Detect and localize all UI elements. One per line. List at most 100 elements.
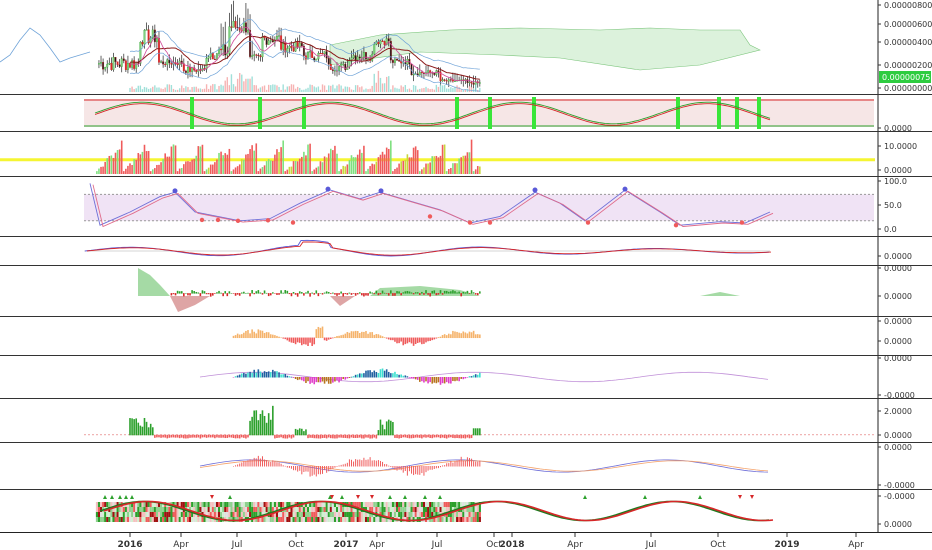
- area-hist-bar: [431, 290, 434, 294]
- heatmap-cell: [294, 512, 297, 517]
- heatmap-cell: [263, 517, 266, 522]
- cyan-hist-bar: [419, 377, 421, 382]
- heatmap-cell: [280, 502, 283, 507]
- volume-osc-bar: [350, 434, 353, 438]
- orange-hist-bar: [317, 326, 320, 339]
- heatmap-cell: [205, 502, 208, 507]
- count-bar: [433, 156, 436, 174]
- orange-hist-bar: [238, 334, 241, 339]
- candle: [182, 63, 185, 72]
- volume-bar: [247, 78, 249, 92]
- count-bar: [212, 164, 214, 174]
- count-bar: [263, 165, 266, 174]
- orange-hist-bar: [447, 333, 450, 339]
- heatmap-cell: [205, 507, 208, 512]
- heatmap-cell: [315, 517, 318, 522]
- heatmap-cell: [114, 502, 117, 507]
- heatmap-cell: [309, 512, 312, 517]
- cyan-hist-bar: [236, 375, 239, 378]
- heatmap-cell: [449, 512, 452, 517]
- area-hist-bar: [344, 293, 347, 295]
- count-bar: [462, 155, 465, 174]
- count-bar: [108, 155, 111, 174]
- area-hist-bar: [253, 293, 255, 295]
- heatmap-cell: [189, 512, 192, 517]
- count-bar: [195, 155, 198, 174]
- count-bar: [315, 167, 318, 174]
- red-hist-bar: [290, 466, 292, 469]
- heatmap-cell: [311, 507, 314, 512]
- heatmap-cell: [348, 507, 351, 512]
- heatmap-cell: [197, 507, 200, 512]
- volume-osc-bar: [435, 434, 438, 438]
- volume-osc-bar: [261, 410, 264, 436]
- heatmap-cell: [439, 502, 442, 507]
- cyan-hist-bar: [282, 374, 284, 378]
- heatmap-cell: [273, 507, 276, 512]
- count-bar: [447, 169, 450, 174]
- heatmap-cell: [445, 507, 448, 512]
- heatmap-cell: [317, 512, 320, 517]
- volume-osc-bar: [183, 434, 185, 439]
- x-tick-label: Jul: [645, 540, 657, 550]
- cyan-hist-bar: [454, 377, 456, 382]
- candle: [418, 71, 421, 76]
- heatmap-cell: [400, 502, 403, 507]
- cyan-hist-bar: [278, 372, 280, 378]
- heatmap-cell: [218, 502, 221, 507]
- heatmap-cell: [131, 512, 134, 517]
- candle: [100, 62, 102, 64]
- heatmap-cell: [315, 512, 318, 517]
- volume-bar: [282, 84, 284, 92]
- red-hist-bar: [454, 461, 456, 467]
- volume-bar: [437, 86, 440, 92]
- area-hist-bar: [236, 293, 239, 295]
- heatmap-cell: [338, 517, 341, 522]
- volume-bar: [421, 88, 423, 92]
- volume-osc-bar: [214, 434, 216, 439]
- area-hist-bar: [462, 291, 465, 294]
- cyan-hist-bar: [383, 370, 386, 378]
- pane-rsi: [84, 183, 874, 228]
- volume-osc-bar: [253, 410, 255, 436]
- volume-bar: [367, 89, 369, 92]
- cyan-hist-bar: [321, 377, 324, 382]
- heatmap-cell: [437, 517, 440, 522]
- heatmap-cell: [431, 512, 434, 517]
- volume-osc-bar: [226, 434, 229, 438]
- orange-hist-bar: [431, 337, 434, 341]
- volume-osc-bar: [311, 434, 313, 438]
- area-hist-bar: [294, 293, 297, 295]
- red-hist-bar: [357, 459, 359, 467]
- area-hist-bar: [450, 291, 452, 294]
- volume-osc-bar: [222, 434, 224, 438]
- volume-bar: [133, 89, 135, 92]
- heatmap-cell: [387, 507, 390, 512]
- candle: [164, 63, 167, 66]
- volume-bar: [346, 86, 349, 92]
- heatmap-cell: [406, 512, 409, 517]
- heatmap-cell: [116, 502, 119, 507]
- volume-bar: [352, 89, 355, 92]
- volume-osc-bar: [141, 426, 144, 436]
- wave-red: [103, 500, 774, 522]
- orange-hist-bar: [419, 337, 421, 343]
- heatmap-cell: [112, 507, 115, 512]
- volume-osc-bar: [176, 434, 179, 438]
- cyan-hist-bar: [441, 377, 444, 384]
- count-bar: [160, 162, 162, 174]
- pane-y-tick-label: 0.0000: [884, 520, 912, 529]
- heatmap-cell: [193, 507, 196, 512]
- area-hist-bar: [458, 291, 460, 294]
- volume-bar: [220, 84, 222, 92]
- area-hist-bar: [365, 293, 367, 296]
- heatmap-cell: [327, 517, 330, 522]
- cyan-hist-bar: [317, 377, 320, 383]
- volume-bar: [261, 86, 264, 92]
- heatmap-cell: [307, 512, 310, 517]
- count-bar: [466, 152, 469, 174]
- heatmap-cell: [278, 512, 281, 517]
- x-tick-label: Oct: [710, 540, 726, 550]
- area-down: [170, 296, 210, 312]
- heatmap-cell: [356, 502, 359, 507]
